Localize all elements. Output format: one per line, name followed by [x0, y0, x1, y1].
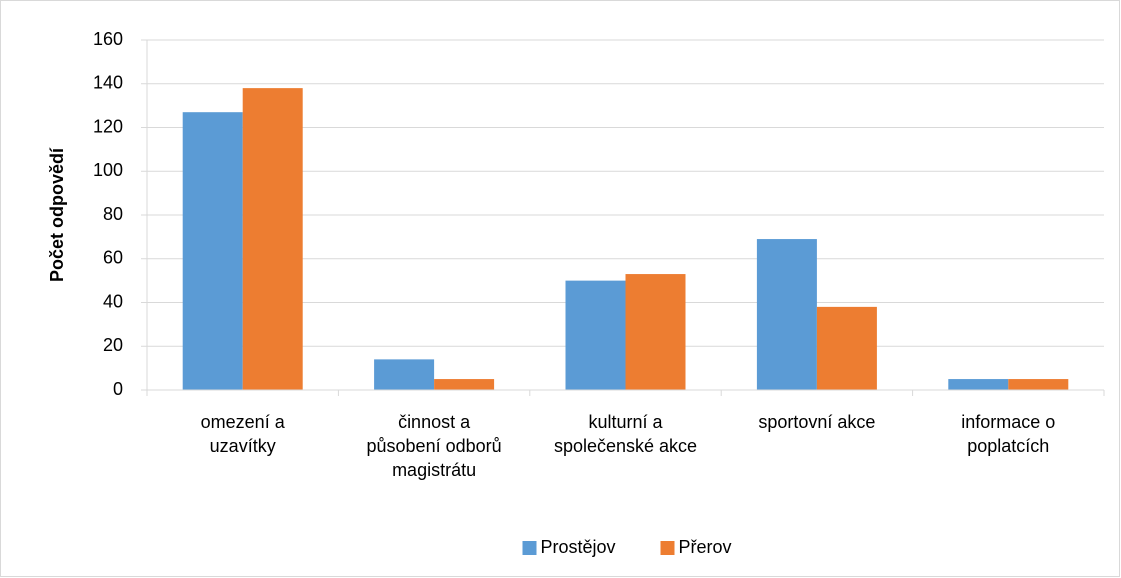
x-tick-label: informace o poplatcích — [961, 412, 1056, 456]
bar — [756, 239, 817, 390]
x-tick-label: sportovní akce — [758, 412, 876, 432]
bar — [816, 306, 877, 390]
x-tick-label: omezení a uzavítky — [200, 412, 285, 456]
bar — [625, 274, 686, 390]
y-tick-label: 80 — [103, 204, 123, 224]
bar — [1008, 379, 1069, 390]
y-tick-label: 40 — [103, 291, 123, 311]
y-tick-label: 0 — [113, 379, 123, 399]
y-tick-label: 160 — [93, 29, 123, 49]
y-tick-label: 20 — [103, 335, 123, 355]
legend-label: Prostějov — [541, 537, 616, 557]
bar — [374, 359, 435, 390]
bar — [182, 112, 243, 390]
bar — [565, 280, 626, 390]
legend-label: Přerov — [679, 537, 732, 557]
y-tick-label: 60 — [103, 248, 123, 268]
y-axis-label: Počet odpovědí — [47, 147, 67, 282]
legend-swatch — [660, 541, 675, 555]
bar — [434, 379, 495, 390]
x-tick-label: kulturní a společenské akce — [553, 412, 698, 456]
legend-swatch — [522, 541, 537, 555]
y-tick-label: 140 — [93, 73, 123, 93]
y-tick-label: 100 — [93, 160, 123, 180]
y-tick-label: 120 — [93, 116, 123, 136]
bar — [948, 379, 1009, 390]
x-tick-label: činnost a působení odborů magistrátu — [366, 412, 502, 480]
bar — [242, 88, 303, 390]
